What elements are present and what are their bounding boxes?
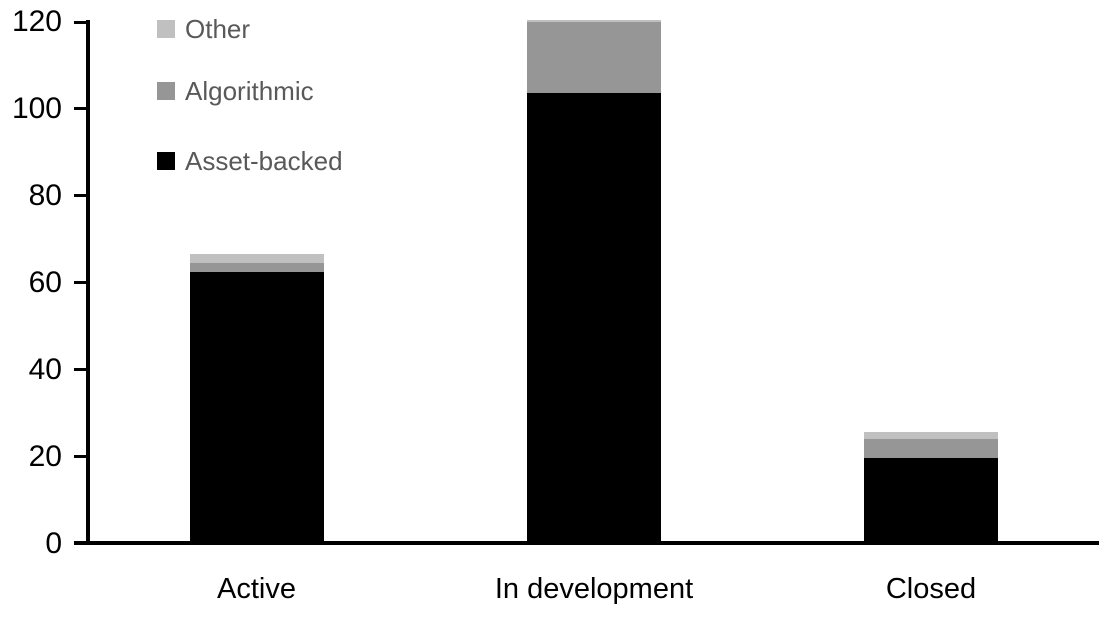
bar-segment-active-algorithmic — [189, 262, 324, 272]
y-axis-tick-label-20: 20 — [28, 439, 62, 473]
y-axis-tick-20 — [74, 455, 88, 459]
bar-segment-closed-asset-backed — [864, 458, 998, 541]
y-axis-tick-label-80: 80 — [28, 178, 62, 212]
y-axis-tick-60 — [74, 281, 88, 285]
legend-label: Algorithmic — [185, 76, 314, 106]
bar-in-development — [527, 19, 661, 542]
bar-segment-active-asset-backed — [189, 271, 324, 541]
y-axis-tick-label-100: 100 — [11, 91, 62, 125]
x-axis-label-active: Active — [217, 573, 296, 605]
y-axis-tick-label-0: 0 — [45, 526, 62, 560]
bar-segment-closed-algorithmic — [864, 438, 998, 459]
bar-segment-active-other — [189, 254, 324, 263]
y-axis-tick-40 — [74, 368, 88, 372]
bar-closed — [864, 432, 998, 541]
y-axis-tick-label-40: 40 — [28, 352, 62, 386]
legend-item-asset-backed: Asset-backed — [157, 148, 343, 174]
bar-segment-in-development-algorithmic — [527, 21, 661, 94]
legend-label: Other — [185, 14, 251, 44]
y-axis-tick-120 — [74, 20, 88, 24]
legend-swatch-icon — [157, 152, 175, 170]
y-axis-tick-label-60: 60 — [28, 265, 62, 299]
legend-swatch-icon — [157, 20, 175, 38]
y-axis-tick-label-120: 120 — [11, 5, 62, 38]
legend-swatch-icon — [157, 82, 175, 100]
legend-item-other: Other — [157, 16, 250, 42]
x-axis-line — [74, 541, 1099, 545]
legend-item-algorithmic: Algorithmic — [157, 78, 314, 104]
bar-segment-in-development-other — [527, 19, 661, 22]
legend-label: Asset-backed — [185, 146, 343, 176]
y-axis-tick-100 — [74, 107, 88, 111]
bar-segment-in-development-asset-backed — [527, 93, 661, 541]
y-axis-line — [86, 20, 90, 545]
y-axis-tick-80 — [74, 194, 88, 198]
x-axis-label-closed: Closed — [885, 573, 977, 605]
bar-segment-closed-other — [864, 432, 998, 439]
x-axis-label-in-development: In development — [494, 573, 694, 605]
bar-active — [189, 254, 324, 541]
